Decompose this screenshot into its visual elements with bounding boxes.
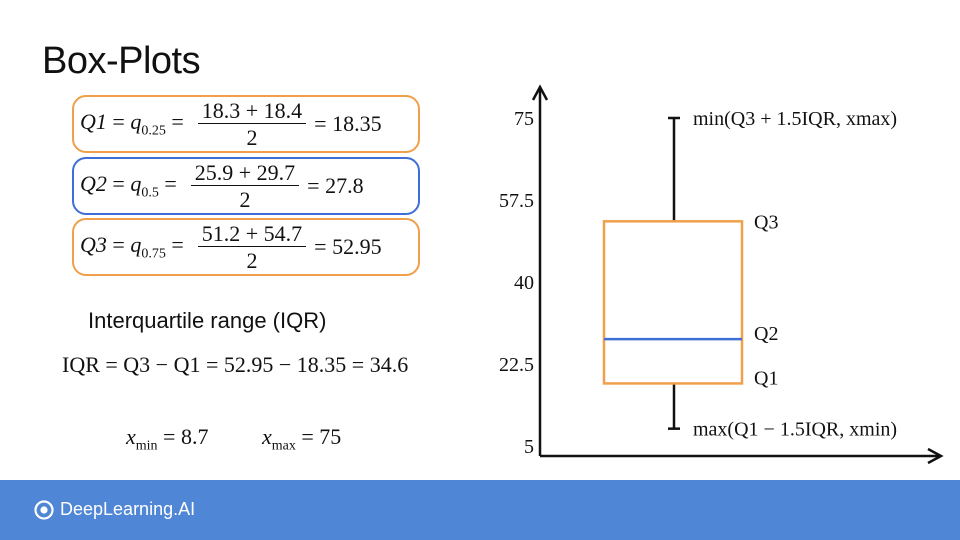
q3-equation-box — [72, 218, 420, 276]
y-tick-label: 75 — [514, 108, 534, 130]
deeplearning-logo-icon — [34, 499, 54, 520]
q2-numerator: 25.9 + 29.7 — [190, 161, 300, 186]
q2-sub: 0.5 — [141, 185, 159, 201]
q2-equation: Q2 = q0.5 = 25.9 + 29.7 2 = 27.8 — [80, 159, 364, 212]
lower-whisker-label: max(Q1 − 1.5IQR, xmin) — [693, 419, 897, 441]
footer-brand: DeepLearning.AI — [60, 499, 196, 519]
q1-denominator: 2 — [246, 125, 258, 150]
q3-numerator: 51.2 + 54.7 — [197, 222, 307, 247]
xmin-number: = 8.7 — [163, 424, 209, 449]
q3-label: Q3 — [754, 211, 778, 233]
q2-equation-box — [72, 157, 420, 215]
q3-q: q — [130, 231, 142, 257]
upper-whisker-label: min(Q3 + 1.5IQR, xmax) — [693, 108, 897, 130]
q1-q: q — [130, 108, 142, 134]
q2-denominator: 2 — [239, 187, 251, 212]
iqr-heading: Interquartile range (IQR) — [88, 308, 327, 333]
q1-sub: 0.25 — [141, 123, 166, 139]
slide-title: Box-Plots — [42, 40, 201, 82]
y-tick-label: 57.5 — [499, 190, 534, 212]
xmin-label: x — [126, 424, 136, 449]
box-plot-chart: 5 22.5 40 57.5 75 min(Q3 + 1.5IQR, xmax) Q3 Q2 Q… — [499, 84, 944, 465]
y-tick-label: 22.5 — [499, 354, 534, 376]
xmin-value: xmin = 8.7 — [126, 424, 208, 454]
xmax-number: = 75 — [301, 424, 342, 449]
x-axis-arrow-icon — [927, 447, 944, 465]
xmax-label: x — [262, 424, 272, 449]
q2-result: 27.8 — [325, 173, 364, 198]
q1-lhs: Q1 — [80, 108, 107, 134]
q2-label: Q2 — [754, 323, 778, 345]
q1-equation-box — [72, 95, 420, 153]
xmax-sub: max — [271, 438, 296, 454]
y-axis-arrow-icon — [531, 84, 549, 101]
q3-sub: 0.75 — [141, 246, 166, 262]
q3-equation: Q3 = q0.75 = 51.2 + 54.7 2 = 52.95 — [80, 220, 382, 273]
q3-lhs: Q3 — [80, 231, 107, 257]
iqr-box — [602, 220, 744, 385]
q3-denominator: 2 — [246, 248, 258, 273]
q1-equation: Q1 = q0.25 = 18.3 + 18.4 2 = 18.35 — [80, 97, 382, 150]
xmin-sub: min — [135, 438, 158, 454]
q2-lhs: Q2 — [80, 170, 107, 196]
footer-bar — [0, 480, 960, 540]
footer-logo: DeepLearning.AI — [34, 499, 195, 520]
q2-q: q — [130, 170, 142, 196]
q1-label: Q1 — [754, 367, 778, 389]
iqr-formula: IQR = Q3 − Q1 = 52.95 − 18.35 = 34.6 — [62, 352, 409, 377]
xmax-value: xmax = 75 — [262, 424, 341, 454]
q1-result: 18.35 — [332, 111, 382, 136]
q1-numerator: 18.3 + 18.4 — [197, 99, 307, 124]
y-tick-label: 5 — [524, 436, 534, 458]
q3-result: 52.95 — [332, 234, 382, 259]
y-tick-label: 40 — [514, 272, 534, 294]
